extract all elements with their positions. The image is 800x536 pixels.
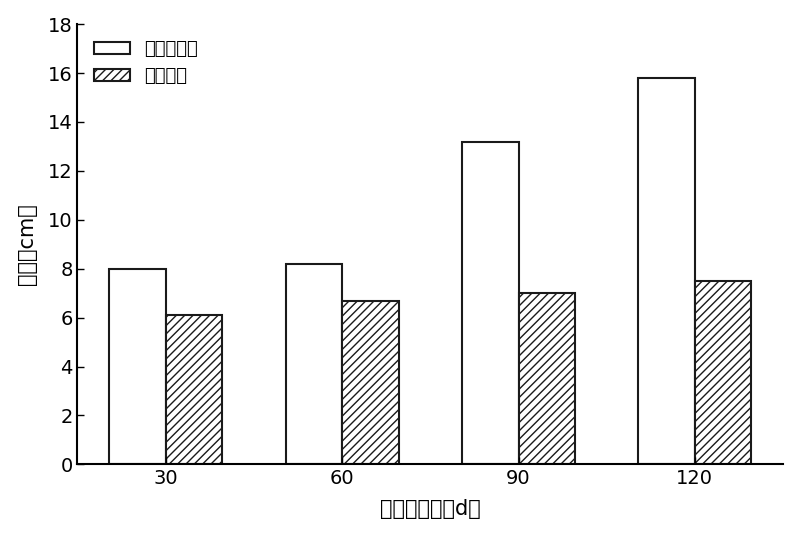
Bar — [638, 78, 695, 464]
Bar — [110, 269, 166, 464]
Bar — [166, 315, 222, 464]
Bar — [695, 281, 751, 464]
Bar — [518, 293, 575, 464]
Bar — [342, 301, 398, 464]
Bar — [286, 264, 342, 464]
Bar — [462, 142, 518, 464]
X-axis label: 移栽后天数（d）: 移栽后天数（d） — [380, 500, 481, 519]
Y-axis label: 叶长（cm）: 叶长（cm） — [17, 203, 37, 285]
Legend: 泥炭土基质, 河沙基质: 泥炭土基质, 河沙基质 — [86, 33, 205, 93]
